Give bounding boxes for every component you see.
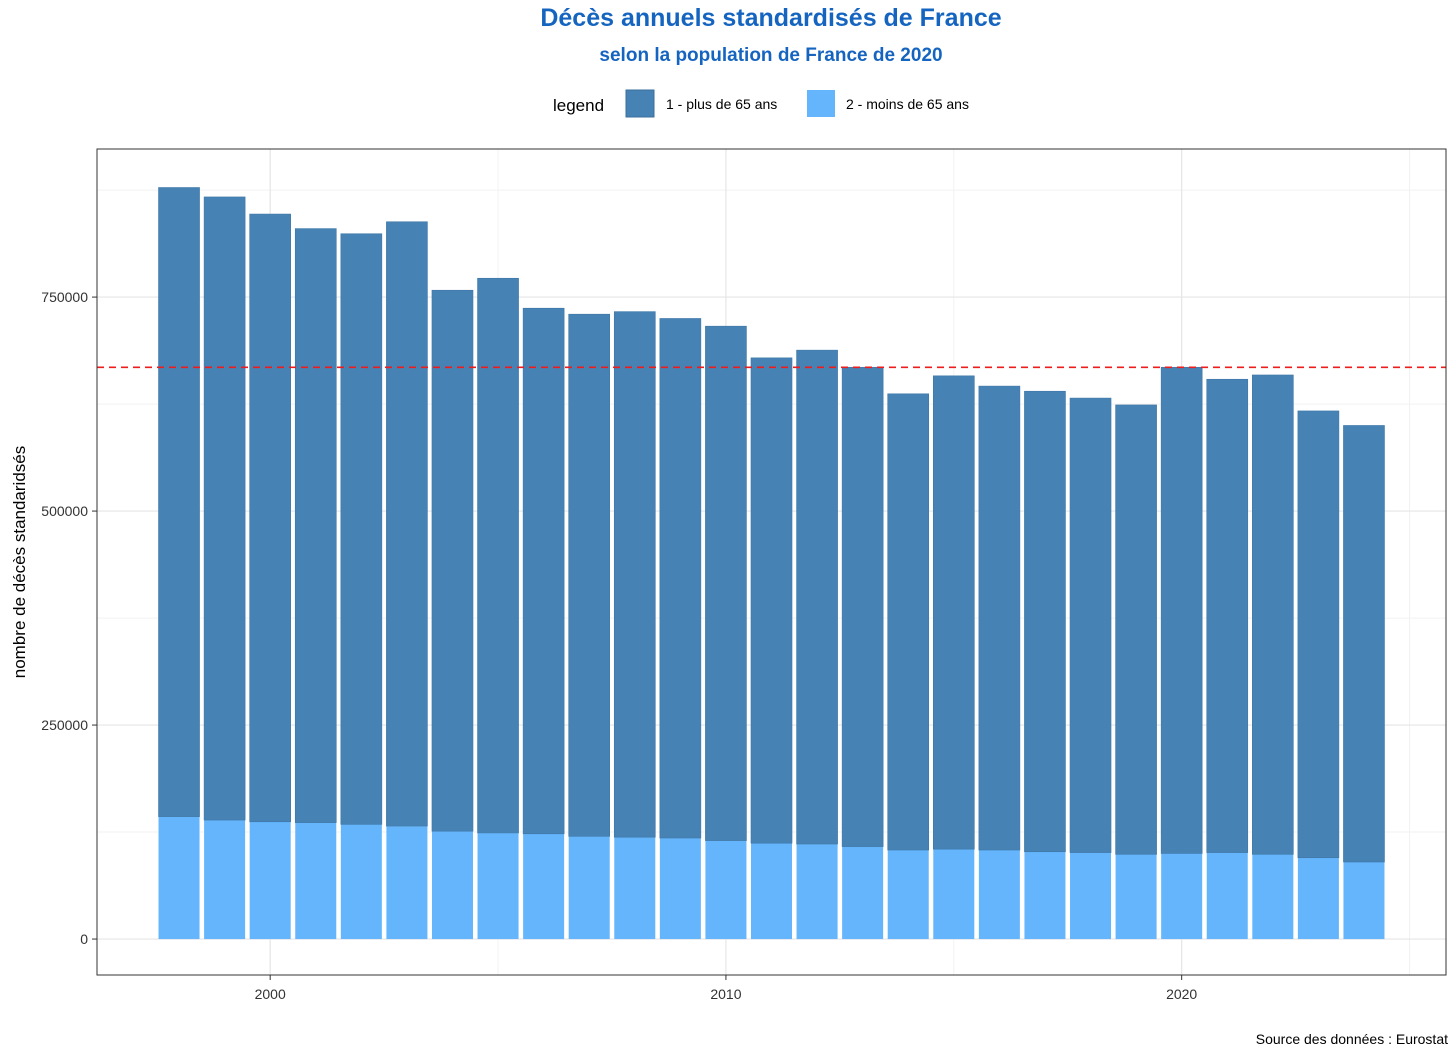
legend-label-plus-65: 1 - plus de 65 ans xyxy=(666,96,777,112)
bar-plus-65-2019 xyxy=(1115,404,1157,855)
bar-plus-65-2011 xyxy=(750,357,793,844)
bar-plus-65-2015 xyxy=(932,375,975,850)
bar-moins-65-1999 xyxy=(204,820,246,940)
y-tick-label: 250000 xyxy=(41,717,88,733)
x-tick-label: 2010 xyxy=(710,986,741,1002)
bar-moins-65-2022 xyxy=(1252,854,1294,940)
x-tick-label: 2000 xyxy=(255,986,286,1002)
source-caption: Source des données : Eurostat xyxy=(1255,1031,1448,1047)
bar-moins-65-2013 xyxy=(842,846,884,940)
bar-plus-65-2006 xyxy=(522,307,565,835)
bar-plus-65-2004 xyxy=(431,289,474,832)
bar-moins-65-2009 xyxy=(659,838,701,940)
bar-moins-65-2012 xyxy=(796,844,838,940)
bar-moins-65-2017 xyxy=(1024,851,1066,940)
bar-moins-65-2020 xyxy=(1161,853,1203,940)
bar-plus-65-2020 xyxy=(1160,366,1203,854)
bar-moins-65-2001 xyxy=(295,822,337,940)
bar-plus-65-2024 xyxy=(1343,425,1385,863)
y-tick-label: 0 xyxy=(80,931,88,947)
y-axis: 0 250000 500000 750000 nombre de décès stan… xyxy=(10,289,97,947)
bar-moins-65-2015 xyxy=(933,849,975,940)
bar-plus-65-2007 xyxy=(568,313,611,837)
bar-moins-65-2011 xyxy=(750,843,793,940)
y-axis-ticks: 0 250000 500000 750000 xyxy=(41,289,97,947)
bar-moins-65-2010 xyxy=(705,840,747,940)
bar-moins-65-2000 xyxy=(249,821,291,940)
bar-moins-65-2005 xyxy=(477,832,519,940)
y-axis-label: nombre de décès standaridsés xyxy=(10,446,29,678)
bar-plus-65-1998 xyxy=(158,187,200,817)
bar-moins-65-2002 xyxy=(340,824,382,940)
bar-moins-65-2006 xyxy=(523,833,565,940)
bar-moins-65-2024 xyxy=(1343,862,1385,940)
legend-title: legend xyxy=(553,96,604,115)
y-tick-label: 500000 xyxy=(41,503,88,519)
legend-swatch-moins-65 xyxy=(807,90,835,117)
bar-plus-65-2002 xyxy=(340,233,383,825)
bar-moins-65-2003 xyxy=(386,826,428,940)
bar-moins-65-1998 xyxy=(158,816,200,940)
legend-label-moins-65: 2 - moins de 65 ans xyxy=(846,96,969,112)
bar-plus-65-2022 xyxy=(1252,374,1294,855)
bar-plus-65-2014 xyxy=(887,393,930,851)
bar-plus-65-2021 xyxy=(1206,378,1249,853)
bar-plus-65-2010 xyxy=(705,325,747,841)
bar-plus-65-2001 xyxy=(294,228,337,823)
bar-moins-65-2014 xyxy=(887,850,929,940)
bar-plus-65-2008 xyxy=(613,311,656,838)
bar-moins-65-2016 xyxy=(978,850,1020,940)
bar-moins-65-2004 xyxy=(431,831,473,940)
bar-plus-65-2012 xyxy=(796,349,838,845)
bar-moins-65-2008 xyxy=(614,837,656,940)
x-axis: 2000 2010 2020 xyxy=(255,975,1197,1002)
bar-plus-65-2003 xyxy=(386,221,428,827)
bar-plus-65-2009 xyxy=(659,318,702,839)
y-tick-label: 750000 xyxy=(41,289,88,305)
bar-moins-65-2019 xyxy=(1115,854,1157,940)
bar-moins-65-2018 xyxy=(1070,852,1112,940)
bar-plus-65-2005 xyxy=(477,277,519,834)
chart-title: Décès annuels standardisés de France xyxy=(540,4,1002,32)
bar-moins-65-2023 xyxy=(1297,857,1339,940)
bar-moins-65-2021 xyxy=(1206,852,1248,940)
bar-plus-65-2000 xyxy=(249,213,291,823)
bar-plus-65-2017 xyxy=(1024,390,1066,853)
bar-plus-65-1999 xyxy=(203,196,246,821)
legend: legend 1 - plus de 65 ans 2 - moins de 6… xyxy=(553,89,969,118)
bar-plus-65-2016 xyxy=(978,385,1021,851)
bar-moins-65-2007 xyxy=(568,836,610,940)
plot-area xyxy=(96,148,1447,976)
plot-border xyxy=(96,148,1447,976)
x-tick-label: 2020 xyxy=(1166,986,1197,1002)
bar-plus-65-2018 xyxy=(1069,397,1112,853)
bar-plus-65-2023 xyxy=(1297,410,1340,859)
x-axis-ticks: 2000 2010 2020 xyxy=(255,975,1197,1002)
bar-plus-65-2013 xyxy=(841,366,884,847)
legend-swatch-plus-65 xyxy=(625,89,655,118)
chart-subtitle: selon la population de France de 2020 xyxy=(599,45,943,66)
bars xyxy=(158,187,1385,940)
